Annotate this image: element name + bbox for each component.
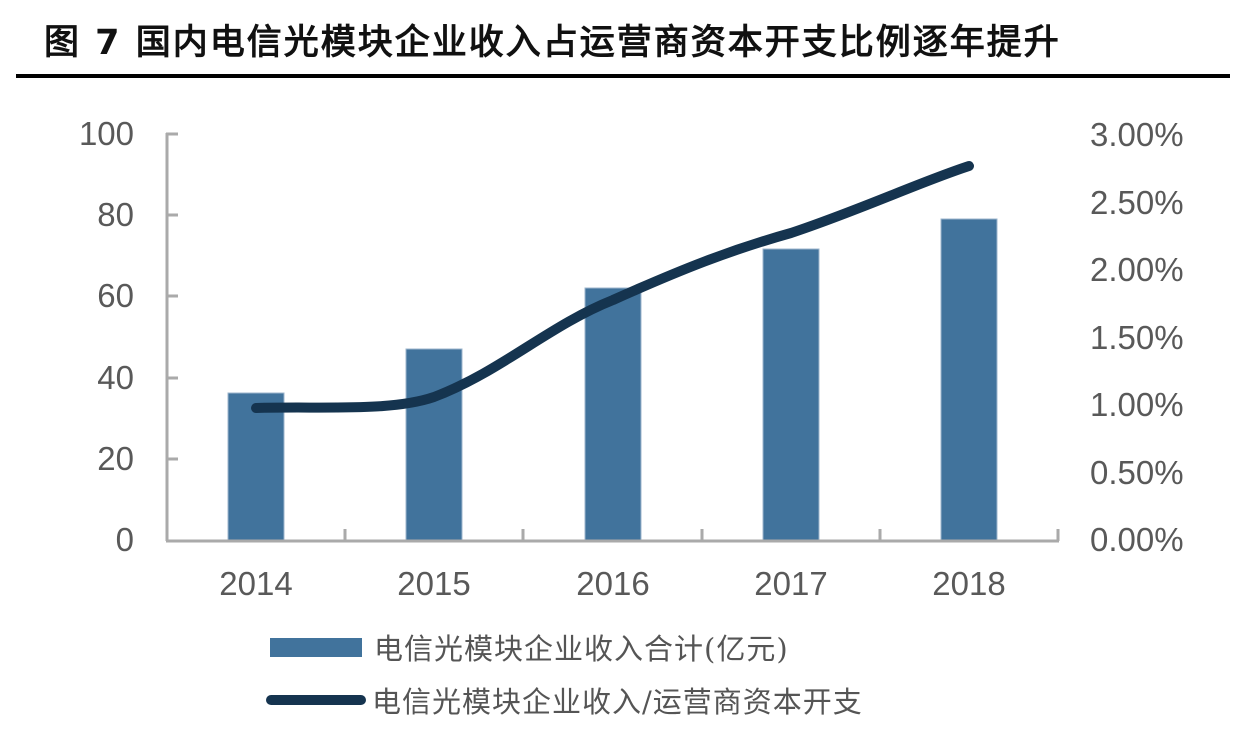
bar-series: [227, 218, 998, 541]
legend-line-swatch: [266, 695, 366, 705]
bar-2018: [940, 218, 998, 541]
bar-2015: [405, 348, 463, 541]
legend-bar-label: 电信光模块企业收入合计(亿元): [374, 632, 789, 666]
bar-2016: [584, 287, 642, 541]
x-tick-label: 2016: [576, 565, 650, 602]
left-y-tick: 100: [78, 115, 134, 152]
x-tick-label: 2014: [219, 565, 293, 602]
x-tick-label: 2018: [932, 565, 1006, 602]
right-y-tick: 1.50%: [1090, 319, 1184, 356]
left-y-axis: [165, 132, 178, 541]
left-y-tick: 40: [97, 359, 134, 396]
right-y-tick: 0.00%: [1090, 521, 1184, 558]
right-y-tick: 2.50%: [1090, 184, 1184, 221]
legend-bar-swatch: [270, 637, 362, 657]
x-axis: [166, 529, 1060, 543]
right-y-tick: 2.00%: [1090, 251, 1184, 288]
legend-item-bar: 电信光模块企业收入合计(亿元): [270, 627, 789, 667]
left-y-tick: 20: [97, 440, 134, 477]
left-y-tick: 60: [97, 277, 134, 314]
right-y-tick: 3.00%: [1090, 116, 1184, 153]
legend-item-line: 电信光模块企业收入/运营商资本开支: [266, 680, 863, 720]
title-rule: [16, 74, 1230, 78]
legend-line-label: 电信光模块企业收入/运营商资本开支: [372, 685, 863, 719]
x-tick-label: 2015: [397, 565, 471, 602]
left-y-tick: 0: [115, 521, 134, 558]
figure-title: 图 7 国内电信光模块企业收入占运营商资本开支比例逐年提升: [44, 23, 1061, 63]
right-y-tick: 1.00%: [1090, 386, 1184, 423]
bar-2017: [762, 248, 820, 541]
right-y-tick: 0.50%: [1090, 454, 1184, 491]
x-tick-label: 2017: [754, 565, 828, 602]
left-y-tick: 80: [97, 196, 134, 233]
bar-2014: [227, 392, 285, 541]
ratio-line-series: [251, 161, 974, 413]
